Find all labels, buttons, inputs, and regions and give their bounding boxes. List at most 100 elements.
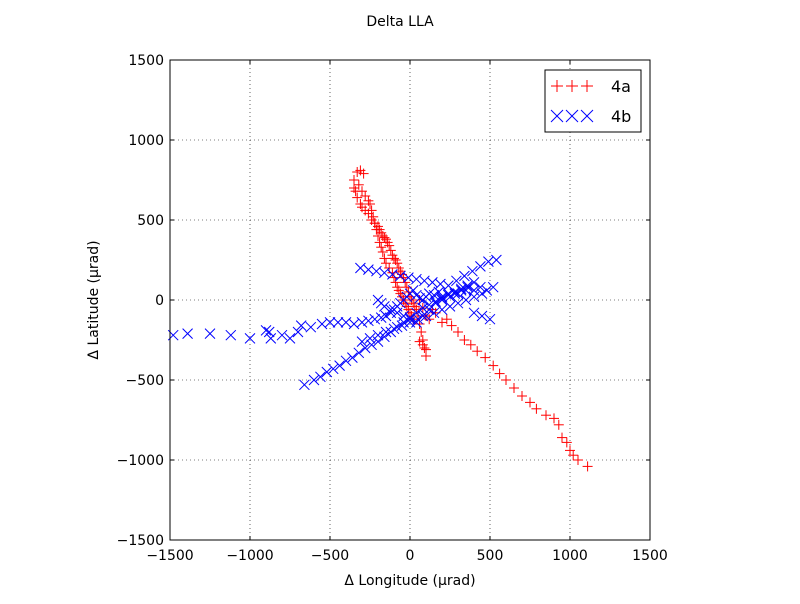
data-point xyxy=(358,168,369,179)
legend-label: 4a xyxy=(611,77,631,96)
data-point xyxy=(244,333,256,344)
data-point xyxy=(321,366,333,378)
x-tick-label: −1000 xyxy=(226,548,273,564)
data-point xyxy=(359,342,371,354)
data-point xyxy=(476,288,488,299)
data-point xyxy=(459,270,470,282)
data-point xyxy=(476,310,488,322)
data-point xyxy=(414,336,425,347)
data-point xyxy=(388,323,400,335)
data-point xyxy=(349,175,359,185)
data-point xyxy=(557,432,567,443)
data-point xyxy=(295,320,307,331)
x-tick-label: −1500 xyxy=(146,548,193,564)
data-point xyxy=(501,375,511,385)
data-point xyxy=(389,272,399,283)
data-point xyxy=(484,313,496,325)
series-4a xyxy=(349,165,593,472)
data-point xyxy=(353,347,365,359)
data-point xyxy=(204,328,216,339)
data-point xyxy=(377,247,388,257)
data-point xyxy=(561,437,572,448)
data-point xyxy=(420,310,432,322)
data-point xyxy=(443,280,454,291)
data-point xyxy=(324,317,336,328)
data-point xyxy=(491,254,502,266)
data-point xyxy=(582,461,593,472)
data-point xyxy=(284,333,296,344)
data-point xyxy=(369,313,381,325)
data-point xyxy=(352,192,363,203)
data-point xyxy=(363,315,374,327)
y-tick-label: 500 xyxy=(137,213,164,229)
data-point xyxy=(334,360,345,371)
data-point xyxy=(472,346,483,357)
x-axis-label: Δ Longitude (μrad) xyxy=(344,573,475,589)
data-point xyxy=(423,299,435,311)
y-axis-label: Δ Latitude (μrad) xyxy=(86,240,102,359)
y-tick-label: −1500 xyxy=(117,533,164,549)
data-point xyxy=(332,317,344,328)
data-point xyxy=(441,314,452,325)
legend-marker xyxy=(566,80,578,92)
data-point xyxy=(315,371,326,383)
data-point xyxy=(444,301,456,312)
data-point xyxy=(327,363,339,375)
legend-box xyxy=(544,69,642,133)
x-tick-label: 1000 xyxy=(552,548,588,564)
chart-title: Delta LLA xyxy=(366,14,434,30)
data-point xyxy=(366,205,377,216)
data-point xyxy=(263,326,275,338)
x-tick-label: 0 xyxy=(406,548,415,564)
legend-marker xyxy=(580,109,594,123)
data-point xyxy=(444,291,456,303)
x-tick-label: −500 xyxy=(311,548,349,564)
data-point xyxy=(366,339,377,351)
data-point xyxy=(451,275,462,287)
data-point xyxy=(568,450,579,461)
data-point xyxy=(465,339,476,350)
data-point xyxy=(390,277,401,288)
data-point xyxy=(387,267,398,278)
data-point xyxy=(475,281,486,293)
x-tick-label: 500 xyxy=(477,548,504,564)
data-point xyxy=(373,231,383,241)
data-point xyxy=(436,304,448,315)
data-point xyxy=(371,224,382,235)
data-point xyxy=(417,302,429,314)
data-point xyxy=(372,329,384,341)
y-tick-label: −500 xyxy=(126,373,164,389)
data-point xyxy=(407,285,419,296)
data-point xyxy=(380,326,392,338)
legend-item: 4b xyxy=(550,107,631,126)
data-point xyxy=(391,307,403,319)
data-point xyxy=(384,240,395,251)
data-point xyxy=(468,307,480,319)
y-tick-label: 1500 xyxy=(128,53,164,69)
data-point xyxy=(452,288,464,299)
legend-marker xyxy=(550,109,564,123)
data-point xyxy=(531,403,542,414)
data-point xyxy=(573,455,583,465)
legend-marker xyxy=(565,109,579,123)
data-point xyxy=(481,285,493,296)
data-point xyxy=(347,352,358,363)
data-point xyxy=(364,333,376,344)
data-point xyxy=(468,291,480,303)
legend-item: 4a xyxy=(551,77,631,96)
series-4b xyxy=(167,254,502,391)
data-point xyxy=(525,397,535,408)
data-point xyxy=(549,413,559,424)
data-point xyxy=(459,335,470,345)
data-point xyxy=(449,288,461,299)
legend-marker xyxy=(581,80,593,92)
data-point xyxy=(369,218,380,229)
data-point xyxy=(276,329,288,341)
y-tick-label: −1000 xyxy=(117,453,164,469)
data-point xyxy=(460,285,472,296)
data-point xyxy=(305,321,317,333)
data-point xyxy=(446,320,457,331)
data-point xyxy=(414,293,425,304)
